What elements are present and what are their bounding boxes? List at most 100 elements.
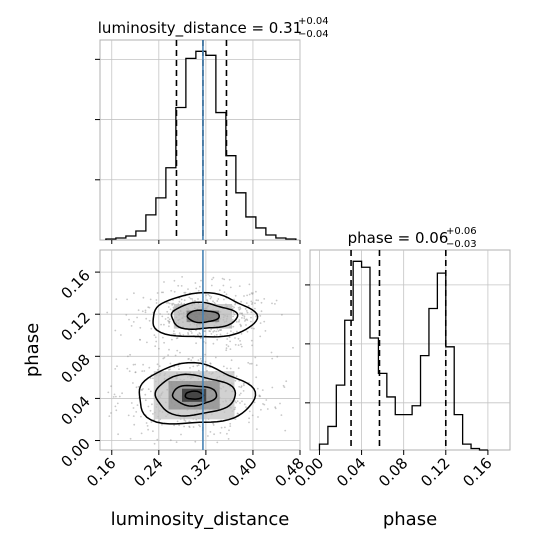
density-contours — [138, 291, 259, 425]
density-point — [112, 396, 115, 398]
density-point — [162, 336, 164, 339]
density-point — [235, 375, 238, 378]
hist-luminosity-title: luminosity_distance = 0.31 — [98, 19, 302, 38]
density-point — [196, 333, 199, 336]
density-point — [226, 332, 229, 335]
density-point — [144, 393, 147, 396]
density-point — [195, 287, 198, 290]
density-point — [251, 414, 254, 417]
density-point — [192, 426, 195, 428]
density-point — [245, 302, 248, 304]
density-point — [239, 306, 241, 308]
density-point — [126, 367, 129, 370]
density-point — [190, 359, 193, 361]
density-point — [237, 344, 240, 346]
density-point — [168, 325, 170, 328]
density-point — [238, 319, 241, 321]
density-point — [187, 358, 190, 360]
density-point — [169, 308, 172, 311]
density-point — [167, 354, 170, 356]
density-point — [168, 348, 170, 351]
density-point — [204, 353, 207, 356]
density-point — [132, 363, 135, 366]
density-point — [115, 409, 118, 412]
density-point — [197, 369, 200, 372]
density-point — [159, 313, 162, 315]
density-point — [250, 300, 253, 303]
density-point — [270, 351, 273, 354]
density-point — [183, 419, 186, 421]
density-point — [222, 284, 225, 287]
density-point — [140, 415, 142, 418]
density-contour-5 — [171, 384, 218, 407]
density-point — [259, 315, 262, 317]
density-point — [227, 345, 230, 348]
density-contour-3 — [138, 361, 257, 425]
density-point — [254, 302, 256, 305]
density-point — [256, 387, 259, 390]
density-point — [147, 405, 150, 408]
hist-luminosity-quantiles — [175, 40, 228, 240]
density-point — [128, 370, 131, 373]
density-point — [133, 292, 135, 295]
density-point — [216, 441, 219, 444]
density-point — [134, 363, 137, 366]
density-point — [197, 359, 200, 362]
density-point — [147, 388, 150, 390]
density-point — [173, 330, 175, 333]
density-point — [230, 359, 233, 362]
density-point — [246, 330, 249, 333]
density-point — [163, 323, 165, 326]
density-point — [255, 315, 257, 318]
density-point — [215, 330, 218, 333]
density-point — [144, 399, 147, 402]
density-point — [263, 403, 266, 406]
density-point — [225, 347, 228, 350]
density-point — [226, 338, 229, 340]
density-point — [243, 315, 246, 318]
density-point — [249, 362, 251, 365]
hist-phase-y-ticks — [305, 284, 310, 404]
density-point — [233, 313, 236, 316]
density-panel: 0.16 0.24 0.32 0.40 0.48 0.000.040.080.120.1… — [22, 249, 308, 530]
density-point — [245, 310, 248, 312]
hist-luminosity-grid — [100, 40, 301, 240]
density-point — [217, 298, 220, 300]
density-point — [238, 385, 241, 388]
density-point — [239, 402, 241, 404]
density-point — [142, 296, 145, 299]
density-point — [240, 324, 242, 327]
density-point — [197, 289, 200, 292]
density-frame — [99, 249, 301, 451]
density-point — [195, 342, 198, 345]
density-point — [197, 298, 199, 300]
density-point — [136, 316, 139, 319]
density-point — [229, 340, 232, 343]
hist-phase-frame — [309, 249, 511, 451]
density-point — [151, 403, 153, 406]
density-point — [232, 311, 235, 314]
density-point — [257, 416, 259, 418]
density-point — [200, 279, 202, 282]
density-point — [226, 367, 228, 370]
density-point — [178, 368, 180, 370]
density-point — [234, 379, 237, 382]
hist-luminosity-steps — [105, 50, 297, 240]
hist-luminosity-frame — [99, 39, 301, 241]
density-point — [168, 302, 171, 305]
density-point — [106, 311, 109, 314]
density-point — [223, 291, 226, 293]
density-point — [255, 376, 258, 379]
density-point — [280, 414, 283, 416]
density-point — [235, 401, 238, 404]
density-point — [190, 330, 192, 333]
density-point — [281, 313, 283, 316]
density-point — [192, 365, 195, 368]
hist-luminosity-title-main: luminosity_distance = 0.31 — [98, 19, 302, 38]
density-point — [199, 357, 202, 360]
density-point — [250, 316, 252, 319]
density-point — [253, 327, 255, 330]
density-point — [229, 422, 232, 425]
density-point — [180, 433, 182, 436]
density-point — [146, 425, 149, 427]
